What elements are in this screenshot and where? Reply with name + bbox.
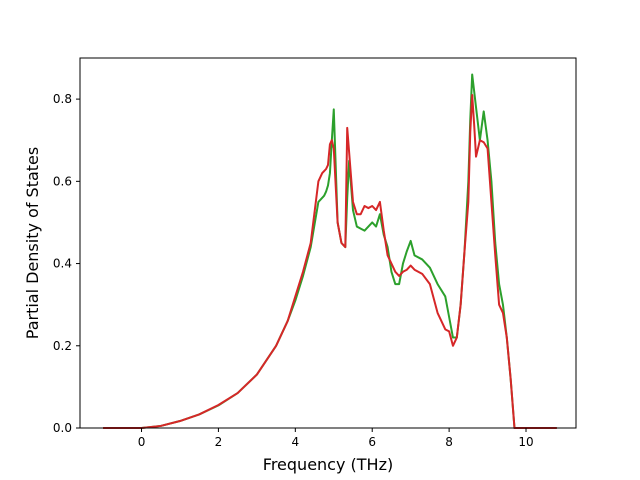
x-tick-label: 0 — [138, 435, 146, 449]
series-line-1 — [103, 73, 557, 429]
x-tick-label: 4 — [291, 435, 299, 449]
y-tick-label: 0.2 — [53, 339, 72, 353]
y-tick-label: 0.6 — [53, 174, 72, 188]
y-tick-label: 0.0 — [53, 421, 72, 435]
y-axis-ticks: 0.0 0.2 0.4 0.6 0.8 — [53, 92, 80, 435]
plot-frame — [79, 57, 577, 429]
x-tick-label: 2 — [215, 435, 223, 449]
x-tick-label: 10 — [518, 435, 533, 449]
y-tick-label: 0.4 — [53, 257, 72, 271]
x-tick-label: 6 — [368, 435, 376, 449]
y-tick-label: 0.8 — [53, 92, 72, 106]
y-axis-label: Partial Density of States — [23, 147, 42, 339]
series-line-2 — [103, 94, 557, 429]
x-axis-label: Frequency (THz) — [263, 455, 393, 474]
x-axis-ticks: 0 2 4 6 8 10 — [138, 428, 534, 449]
series-layer — [103, 73, 557, 429]
x-tick-label: 8 — [445, 435, 453, 449]
